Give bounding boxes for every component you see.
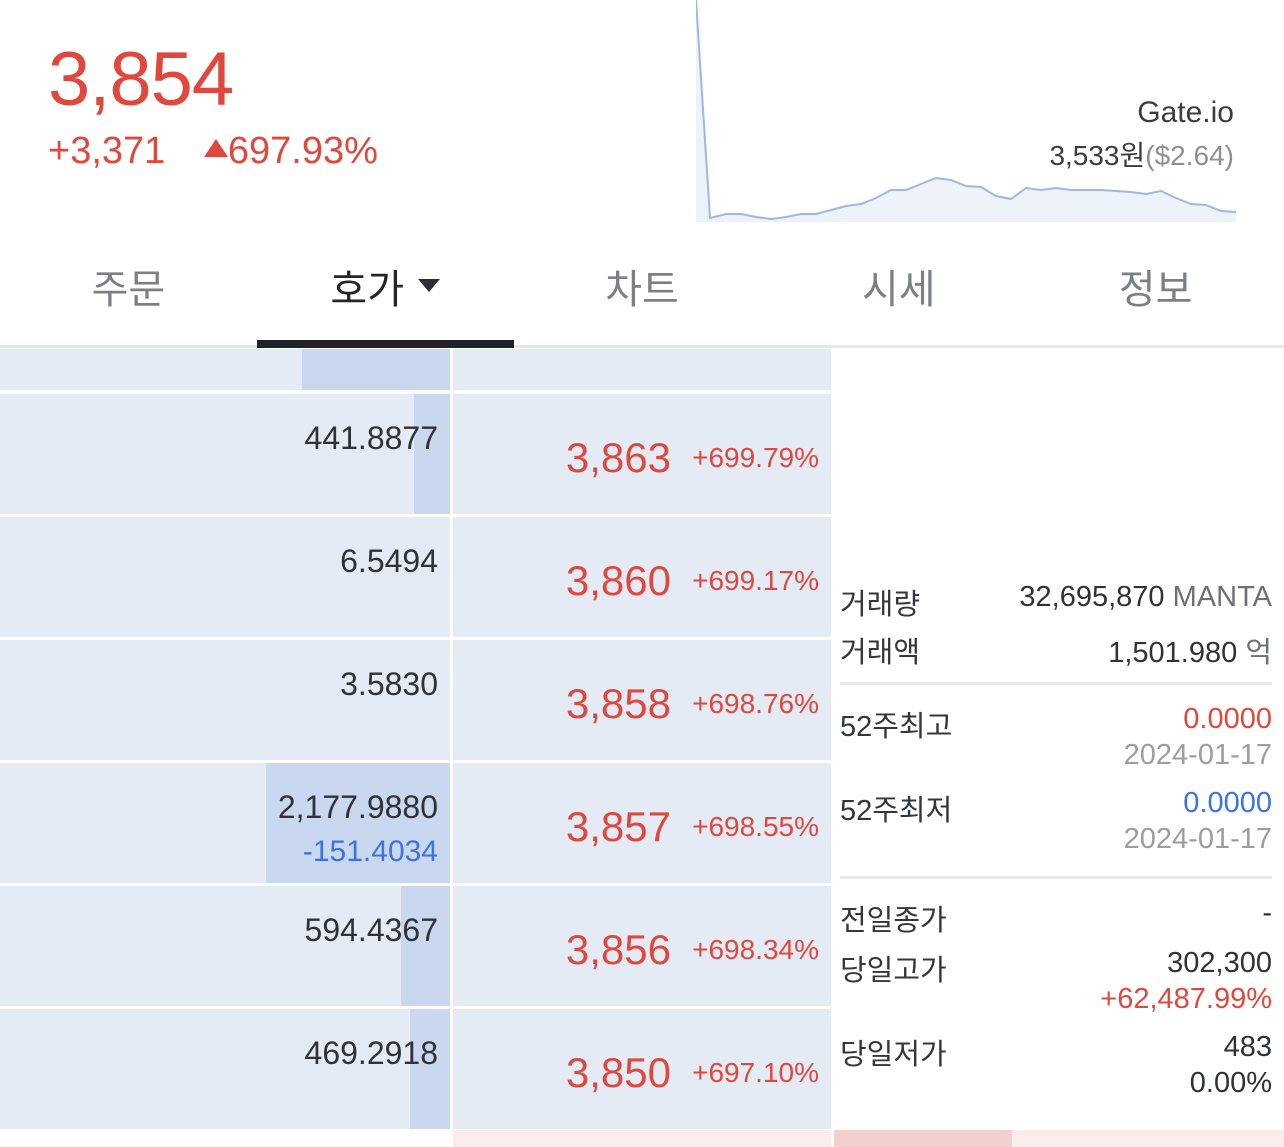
price-cell: 3,857 +698.55% [453, 763, 831, 883]
tab-bar: 주문 호가 차트 시세 정보 [0, 226, 1284, 348]
qty-cell: 441.8877 [0, 394, 450, 514]
ask-percent: +697.10% [692, 1057, 819, 1088]
tab-chart[interactable]: 차트 [514, 226, 771, 345]
volume-value: 32,695,870 [1019, 581, 1165, 613]
qty-value: 3.5830 [340, 666, 438, 702]
tab-info[interactable]: 정보 [1027, 226, 1284, 345]
low52-date: 2024-01-17 [1123, 823, 1272, 855]
day-high-percent: +62,487.99% [1100, 983, 1272, 1015]
day-low-label: 당일저가 [840, 1039, 947, 1071]
qty-value: 594.4367 [304, 912, 438, 948]
low52-value: 0.0000 [1183, 787, 1272, 819]
tab-info-label: 정보 [1118, 267, 1193, 312]
ask-percent: +698.34% [692, 934, 819, 965]
day-low-percent: 0.00% [1189, 1067, 1272, 1099]
order-book: 441.8877 3,863 +699.79% 6.5494 3,860 +69… [0, 349, 1284, 1147]
amount-value: 1,501.980 [1108, 637, 1238, 669]
volume-value-group: 32,695,870 MANTA [1019, 581, 1272, 614]
qty-value: 441.8877 [304, 420, 438, 456]
orderbook-row[interactable]: 469.2918 3,850 +697.10% [0, 1009, 831, 1129]
ask-percent: +699.17% [692, 565, 819, 596]
amount-label: 거래액 [840, 637, 921, 669]
price-cell: 3,860 +699.17% [453, 517, 831, 637]
divider [840, 682, 1272, 685]
day-high-value: 302,300 [1167, 947, 1272, 979]
qty-cell: 469.2918 [0, 1009, 450, 1129]
high52-label: 52주최고 [840, 711, 953, 743]
qty-bar [414, 394, 450, 514]
tab-order[interactable]: 주문 [0, 226, 257, 345]
current-price: 3,854 [48, 37, 234, 122]
qty-cell [0, 349, 450, 390]
qty-bar [265, 763, 450, 883]
tab-orderbook[interactable]: 호가 [256, 226, 514, 348]
day-high-label: 당일고가 [840, 955, 947, 987]
price-header: 3,854 +3,371 697.93% Gate.io 3,533원($2.6… [0, 0, 1284, 225]
day-low-value: 483 [1223, 1031, 1272, 1063]
bid-bar-partial [834, 1130, 1012, 1147]
ask-price: 3,857 [565, 803, 671, 850]
prev-close-label: 전일종가 [840, 905, 947, 937]
ask-percent: +699.79% [692, 442, 819, 473]
high52-value: 0.0000 [1183, 703, 1272, 735]
volume-label: 거래량 [840, 589, 921, 621]
ask-percent: +698.76% [692, 688, 819, 719]
qty-cell: 3.5830 [0, 640, 450, 760]
mini-price-chart [696, 0, 1236, 222]
bid-row-partial [1012, 1130, 1284, 1147]
qty-value: 469.2918 [304, 1035, 438, 1071]
orderbook-row-partial[interactable] [0, 349, 831, 390]
qty-value: 2,177.9880 [277, 789, 438, 825]
orderbook-row[interactable]: 2,177.9880 -151.4034 3,857 +698.55% [0, 763, 831, 883]
price-cell: 3,850 +697.10% [453, 1009, 831, 1129]
change-amount: +3,371 [48, 130, 166, 172]
mini-chart-line [696, 0, 1236, 221]
exchange-price: 3,533원($2.64) [1049, 134, 1234, 174]
bid-row-partial [453, 1130, 831, 1147]
price-change: +3,371 697.93% [48, 130, 378, 173]
qty-cell: 6.5494 [0, 517, 450, 637]
qty-cell: 2,177.9880 -151.4034 [0, 763, 450, 883]
price-cell: 3,858 +698.76% [453, 640, 831, 760]
ask-price: 3,856 [565, 926, 671, 973]
ask-price: 3,860 [565, 557, 671, 604]
qty-bar [409, 1009, 450, 1129]
tab-chart-label: 차트 [605, 267, 679, 312]
prev-close-value: - [1262, 897, 1272, 929]
price-cell: 3,856 +698.34% [453, 886, 831, 1006]
exchange-price-usd: ($2.64) [1145, 140, 1234, 171]
exchange-price-krw: 3,533원 [1049, 140, 1146, 171]
change-percent-group: 697.93% [200, 130, 378, 172]
tab-market-label: 시세 [861, 267, 936, 312]
orderbook-row[interactable]: 594.4367 3,856 +698.34% [0, 886, 831, 1006]
ask-percent: +698.55% [692, 811, 819, 842]
qty-cell: 594.4367 [0, 886, 450, 1006]
caret-down-icon[interactable] [418, 279, 440, 292]
low52-label: 52주최저 [840, 795, 953, 827]
tab-orderbook-label: 호가 [330, 267, 404, 312]
qty-bar [400, 886, 450, 1006]
up-triangle-icon [203, 139, 228, 157]
amount-value-group: 1,501.980 억 [1108, 629, 1272, 671]
ask-price: 3,858 [565, 680, 671, 727]
qty-value: 6.5494 [340, 543, 438, 579]
amount-unit: 억 [1245, 637, 1272, 669]
ask-price: 3,850 [565, 1049, 671, 1096]
divider [840, 876, 1272, 879]
change-percent: 697.93% [227, 130, 378, 172]
qty-change: -151.4034 [302, 835, 438, 868]
volume-unit: MANTA [1172, 581, 1272, 613]
exchange-name: Gate.io [1137, 96, 1234, 129]
price-cell [453, 349, 831, 390]
tab-order-label: 주문 [91, 267, 166, 312]
qty-bar [302, 349, 450, 390]
high52-date: 2024-01-17 [1123, 739, 1272, 771]
orderbook-row[interactable]: 6.5494 3,860 +699.17% [0, 517, 831, 637]
price-cell: 3,863 +699.79% [453, 394, 831, 514]
tab-market[interactable]: 시세 [770, 226, 1027, 345]
ask-price: 3,863 [565, 434, 671, 481]
orderbook-row[interactable]: 3.5830 3,858 +698.76% [0, 640, 831, 760]
orderbook-row[interactable]: 441.8877 3,863 +699.79% [0, 394, 831, 514]
